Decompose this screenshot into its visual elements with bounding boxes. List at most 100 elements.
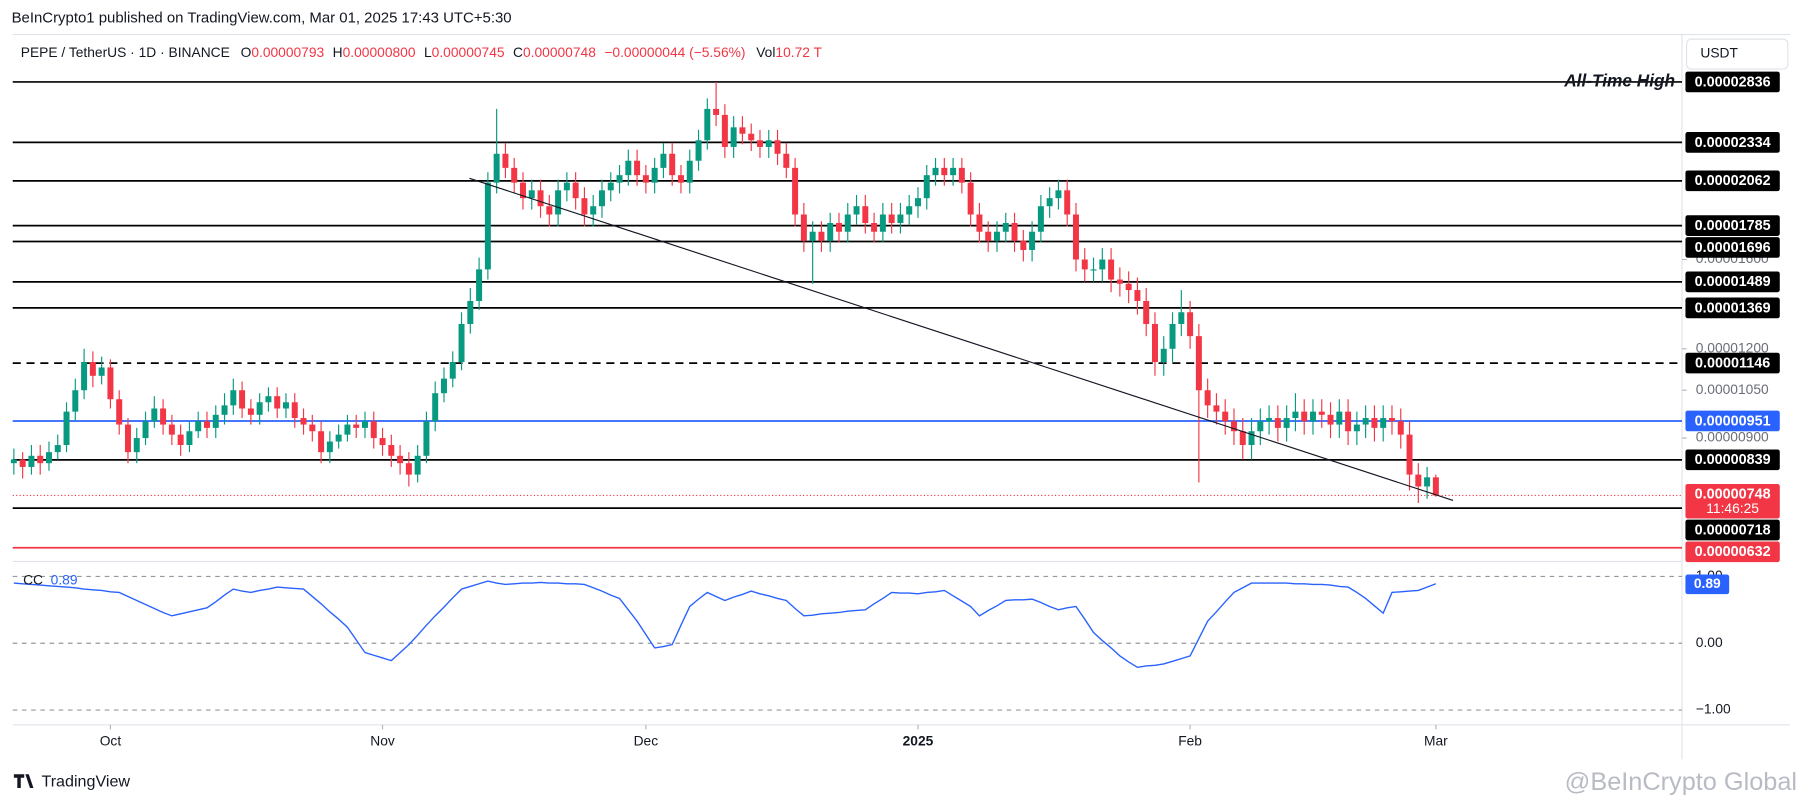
candle-body	[1108, 259, 1115, 280]
annotation: All-Time High	[1563, 71, 1675, 91]
candle-body	[37, 455, 44, 464]
last-price-box	[1685, 483, 1780, 519]
countdown: 11:46:25	[1706, 501, 1759, 516]
candle-body	[897, 214, 904, 223]
level-label-box	[1685, 132, 1780, 153]
candle-body	[151, 408, 158, 422]
candle-body	[1046, 198, 1053, 207]
candle-body	[239, 390, 246, 409]
candle-body	[195, 421, 202, 432]
candle-body	[853, 206, 860, 215]
candle-body	[449, 362, 456, 379]
change: −0.00000044 (−5.56%)	[604, 45, 745, 60]
candle-body	[1055, 190, 1062, 199]
candle-body	[476, 269, 483, 301]
candle-body	[1020, 240, 1027, 250]
candle-body	[941, 167, 948, 176]
candle-body	[1064, 190, 1071, 215]
candle-body	[186, 431, 193, 446]
candle-body	[563, 182, 570, 191]
candle-body	[800, 214, 807, 241]
candle-body	[379, 438, 386, 446]
candles	[10, 81, 1439, 504]
candle-body	[932, 167, 939, 176]
candle-body	[160, 408, 167, 425]
candle-body	[282, 402, 289, 409]
level-label: 0.00000951	[1695, 413, 1771, 429]
legend-value: 0.89	[51, 573, 78, 588]
candle-body	[809, 231, 816, 241]
axis-labels: 0.000016000.000012000.000010500.00000900…	[23, 71, 1780, 749]
candle-body	[177, 434, 184, 446]
candle-body	[1178, 312, 1185, 324]
level-label-box	[1685, 237, 1780, 258]
candle-body	[713, 108, 720, 115]
levels	[12, 81, 1682, 549]
candle-body	[616, 175, 623, 183]
candle-body	[642, 175, 649, 183]
candle-body	[133, 438, 140, 453]
candle-body	[511, 167, 518, 183]
y-tick-label: −1.00	[1696, 702, 1731, 717]
candle-body	[1151, 323, 1158, 363]
candle-body	[1222, 411, 1229, 422]
candle-body	[537, 190, 544, 207]
candle-body	[116, 399, 123, 425]
candle-body	[19, 459, 26, 467]
candle-body	[906, 206, 913, 215]
level-label-box	[1685, 271, 1780, 293]
level-label: 0.00002334	[1695, 135, 1771, 151]
y-tick-label: 0.00001050	[1696, 382, 1769, 397]
candle-body	[651, 167, 658, 183]
candle-body	[590, 206, 597, 215]
candle-body	[1002, 222, 1009, 232]
candle-body	[1187, 312, 1194, 337]
candle-body	[98, 367, 105, 376]
candle-body	[1415, 474, 1422, 487]
candle-body	[388, 445, 395, 456]
candle-body	[774, 140, 781, 154]
candle-body	[81, 362, 88, 391]
candle-body	[765, 140, 772, 147]
last-value-box	[1685, 574, 1730, 595]
candle-body	[1090, 269, 1097, 271]
x-tick-label: Dec	[634, 734, 659, 749]
y-tick-label: 0.00	[1696, 635, 1723, 650]
cc-line	[13, 580, 1437, 669]
candle-body	[458, 323, 465, 363]
x-tick-label: Feb	[1178, 734, 1202, 749]
candle-body	[572, 182, 579, 199]
level-label: 0.00001696	[1695, 240, 1771, 256]
candle-body	[993, 231, 1000, 241]
level-label: 0.00000839	[1695, 452, 1771, 468]
level-label-box	[1685, 170, 1780, 192]
ohlc-value: 0.00000800	[343, 45, 416, 60]
ohlc-key: O	[241, 45, 252, 60]
trendline	[469, 177, 1454, 501]
currency[interactable]: USDT	[1700, 46, 1738, 61]
currency-box[interactable]	[1686, 38, 1789, 70]
candle-body	[783, 153, 790, 168]
candle-body	[1353, 424, 1360, 432]
legend: PEPE / TetherUS · 1D · BINANCE O0.000007…	[21, 45, 823, 60]
candle-body	[142, 421, 149, 439]
candle-body	[1283, 418, 1290, 428]
candle-body	[318, 431, 325, 453]
candle-body	[230, 390, 237, 406]
candle-body	[309, 424, 316, 432]
candle-body	[686, 160, 693, 183]
candle-body	[879, 214, 886, 232]
candle-body	[1239, 431, 1246, 446]
level-label: 0.00002836	[1695, 74, 1771, 90]
candle-body	[1160, 348, 1167, 363]
level-label-box	[1685, 410, 1780, 432]
level-label: 0.00001489	[1695, 274, 1771, 290]
candle-body	[1336, 411, 1343, 425]
y-tick-label: 0.00001200	[1696, 340, 1769, 355]
level-label-box	[1685, 297, 1780, 319]
candle-body	[625, 160, 632, 176]
candle-body	[1116, 279, 1123, 284]
candle-body	[844, 214, 851, 232]
candle-body	[1371, 418, 1378, 428]
